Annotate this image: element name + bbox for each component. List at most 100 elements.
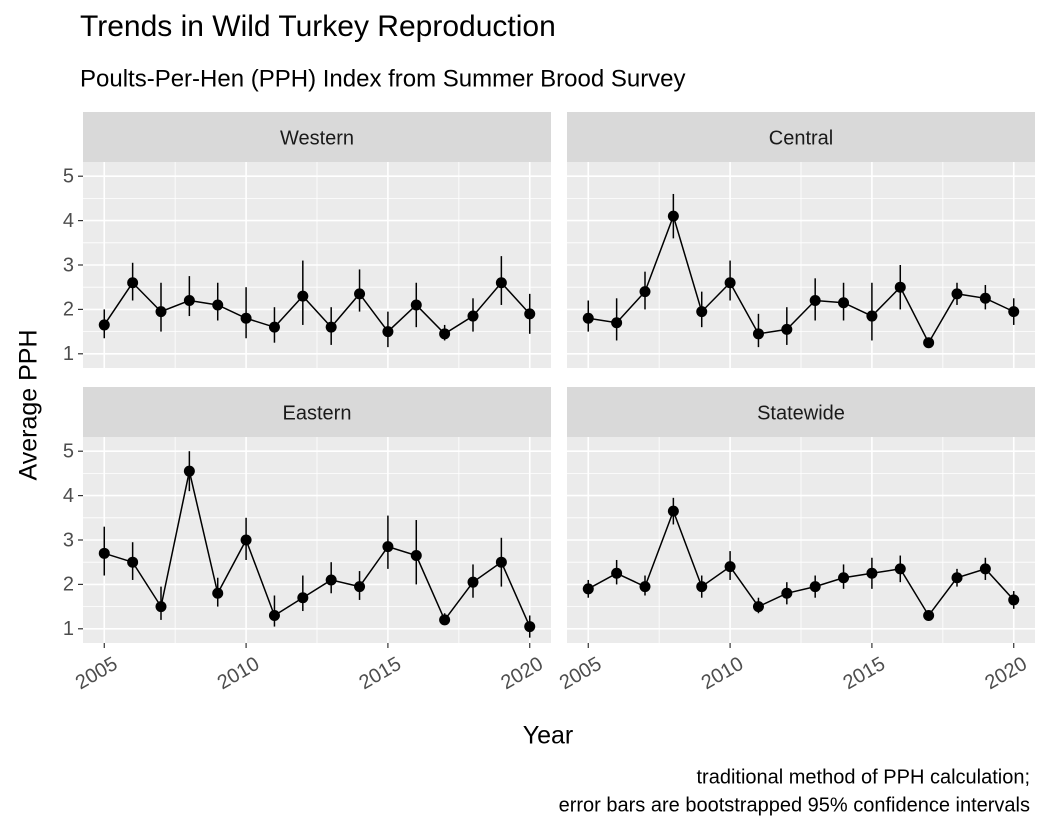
data-point — [979, 292, 991, 304]
strip-label: Central — [769, 127, 833, 149]
data-point — [155, 601, 167, 613]
strip — [567, 387, 1035, 437]
data-line — [587, 509, 1015, 617]
data-point — [495, 556, 507, 568]
data-point — [866, 567, 878, 579]
y-tick-label: 2 — [63, 299, 74, 321]
data-point — [724, 277, 736, 289]
data-point — [752, 328, 764, 340]
strip-label: Western — [280, 127, 354, 149]
data-point — [127, 556, 139, 568]
data-point — [582, 312, 594, 324]
x-axis-label: Year — [523, 722, 574, 750]
data-line — [103, 281, 531, 335]
data-point — [354, 288, 366, 300]
data-point — [781, 587, 793, 599]
data-point — [155, 306, 167, 318]
data-point — [752, 601, 764, 613]
data-point — [667, 505, 679, 517]
data-point — [667, 210, 679, 222]
data-point — [410, 299, 422, 311]
data-point — [212, 299, 224, 311]
x-tick-label: 2010 — [214, 653, 264, 694]
data-point — [467, 576, 479, 588]
data-point — [866, 310, 878, 322]
data-point — [951, 288, 963, 300]
data-point — [325, 321, 337, 333]
data-line — [104, 471, 531, 627]
strip — [83, 387, 551, 437]
data-point — [923, 609, 935, 621]
data-point — [297, 290, 309, 302]
y-tick-label: 4 — [63, 485, 74, 507]
data-point — [382, 326, 394, 338]
x-tick-label: 2005 — [72, 653, 122, 694]
data-point — [354, 581, 366, 593]
data-point — [183, 295, 195, 307]
data-point — [639, 286, 651, 298]
data-point — [582, 583, 594, 595]
data-point — [1008, 306, 1020, 318]
data-point — [410, 550, 422, 562]
data-point — [524, 621, 536, 633]
data-point — [611, 317, 623, 329]
data-point — [979, 563, 991, 575]
data-point — [325, 574, 337, 586]
data-point — [98, 319, 110, 331]
data-point — [894, 281, 906, 293]
y-tick-label: 5 — [63, 165, 74, 187]
caption: error bars are bootstrapped 95% confiden… — [559, 794, 1030, 816]
x-tick-label: 2020 — [981, 653, 1031, 694]
x-tick-label: 2020 — [497, 653, 547, 694]
data-point — [495, 277, 507, 289]
data-point — [1008, 594, 1020, 606]
chart-title: Trends in Wild Turkey Reproduction — [80, 10, 556, 43]
x-tick-label: 2005 — [556, 653, 606, 694]
y-tick-label: 5 — [63, 440, 74, 462]
data-point — [696, 581, 708, 593]
data-line — [588, 213, 1015, 345]
data-point — [838, 572, 850, 584]
data-point — [382, 541, 394, 553]
data-point — [838, 297, 850, 309]
data-point — [894, 563, 906, 575]
data-point — [467, 310, 479, 322]
y-tick-label: 1 — [63, 618, 74, 640]
y-tick-label: 1 — [63, 343, 74, 365]
data-point — [611, 567, 623, 579]
data-point — [127, 277, 139, 289]
data-point — [951, 572, 963, 584]
data-point — [781, 323, 793, 335]
x-tick-label: 2015 — [356, 653, 406, 694]
y-tick-label: 4 — [63, 210, 74, 232]
data-point — [268, 321, 280, 333]
caption: traditional method of PPH calculation; — [696, 766, 1030, 788]
y-axis-label: Average PPH — [15, 329, 43, 480]
data-point — [240, 534, 252, 546]
data-point — [183, 465, 195, 477]
data-point — [809, 295, 821, 307]
data-point — [268, 609, 280, 621]
data-point — [724, 561, 736, 573]
strip-label: Statewide — [757, 402, 845, 424]
x-tick-label: 2010 — [698, 653, 748, 694]
strip — [83, 112, 551, 162]
strip — [567, 112, 1035, 162]
data-point — [212, 587, 224, 599]
y-tick-label: 3 — [63, 529, 74, 551]
data-point — [297, 592, 309, 604]
x-tick-label: 2015 — [840, 653, 890, 694]
data-point — [923, 337, 935, 349]
data-point — [639, 581, 651, 593]
strip-label: Eastern — [283, 402, 352, 424]
data-point — [439, 328, 451, 340]
chart-subtitle: Poults-Per-Hen (PPH) Index from Summer B… — [80, 65, 686, 92]
y-tick-label: 3 — [63, 254, 74, 276]
data-point — [524, 308, 536, 320]
data-point — [439, 614, 451, 626]
y-tick-label: 2 — [63, 574, 74, 596]
data-point — [240, 312, 252, 324]
data-point — [696, 306, 708, 318]
data-point — [809, 581, 821, 593]
